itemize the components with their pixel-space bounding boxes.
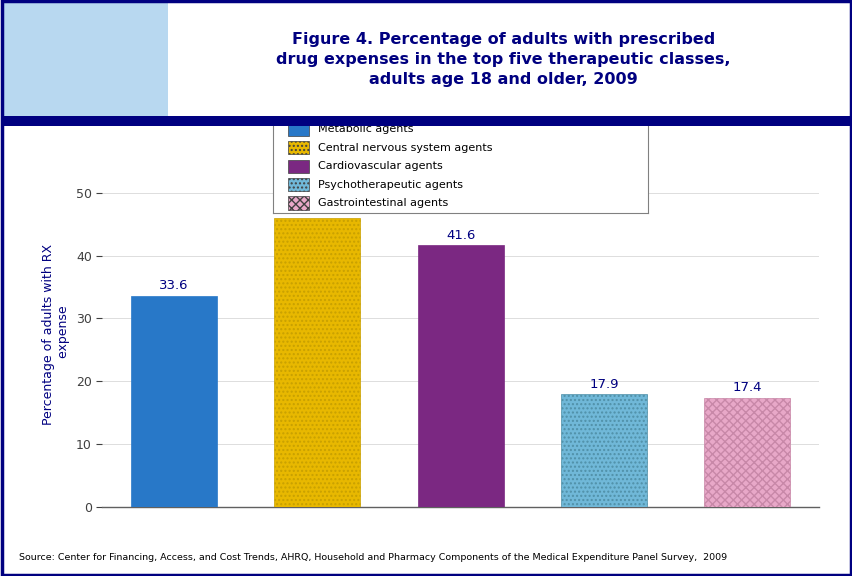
Bar	[131, 295, 216, 507]
Y-axis label: Percentage of adults with RX
 expense: Percentage of adults with RX expense	[43, 244, 71, 425]
Text: 17.9: 17.9	[589, 378, 618, 391]
Text: Metabolic agents: Metabolic agents	[318, 124, 413, 134]
Text: 17.4: 17.4	[732, 381, 761, 394]
Bar	[288, 123, 308, 136]
Text: Psychotherapeutic agents: Psychotherapeutic agents	[318, 180, 463, 190]
Text: Gastrointestinal agents: Gastrointestinal agents	[318, 198, 447, 208]
Bar	[288, 178, 308, 191]
Text: Central nervous system agents: Central nervous system agents	[318, 143, 492, 153]
Text: 41.6: 41.6	[446, 229, 475, 242]
Bar	[288, 160, 308, 173]
Bar	[704, 397, 789, 507]
Bar	[561, 395, 646, 507]
Text: Cardiovascular agents: Cardiovascular agents	[318, 161, 442, 171]
Bar	[417, 245, 503, 507]
Text: 33.6: 33.6	[159, 279, 188, 292]
Text: Source: Center for Financing, Access, and Cost Trends, AHRQ, Household and Pharm: Source: Center for Financing, Access, an…	[19, 552, 726, 562]
Text: Figure 4. Percentage of adults with prescribed
drug expenses in the top five the: Figure 4. Percentage of adults with pres…	[276, 32, 729, 86]
Bar	[288, 196, 308, 210]
Bar	[288, 141, 308, 154]
Bar	[274, 218, 360, 507]
Text: 46.0: 46.0	[302, 201, 331, 214]
